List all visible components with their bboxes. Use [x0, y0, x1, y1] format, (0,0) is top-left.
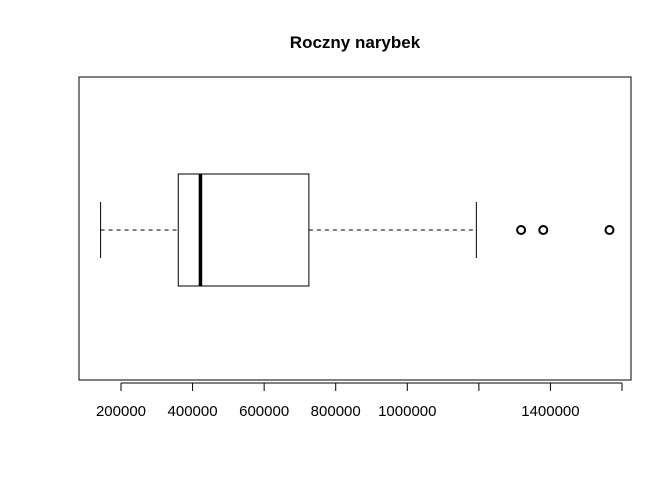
boxplot — [100, 173, 615, 287]
outlier-point-2 — [604, 225, 615, 235]
iqr-box — [177, 173, 310, 287]
x-tick-label-0: 200000 — [96, 403, 146, 420]
x-tick-label-4: 1000000 — [378, 403, 436, 420]
plot-frame — [78, 76, 632, 381]
x-tick-label-1: 400000 — [168, 403, 218, 420]
outlier-point-0 — [516, 225, 527, 235]
chart-title: Roczny narybek — [290, 33, 421, 52]
x-tick-label-3: 800000 — [311, 403, 361, 420]
x-tick-label-6: 1400000 — [521, 403, 579, 420]
x-tick-label-2: 600000 — [239, 403, 289, 420]
outlier-point-1 — [538, 225, 549, 235]
x-axis: 200000 400000 600000 800000 1000000 1400000 — [96, 382, 623, 420]
